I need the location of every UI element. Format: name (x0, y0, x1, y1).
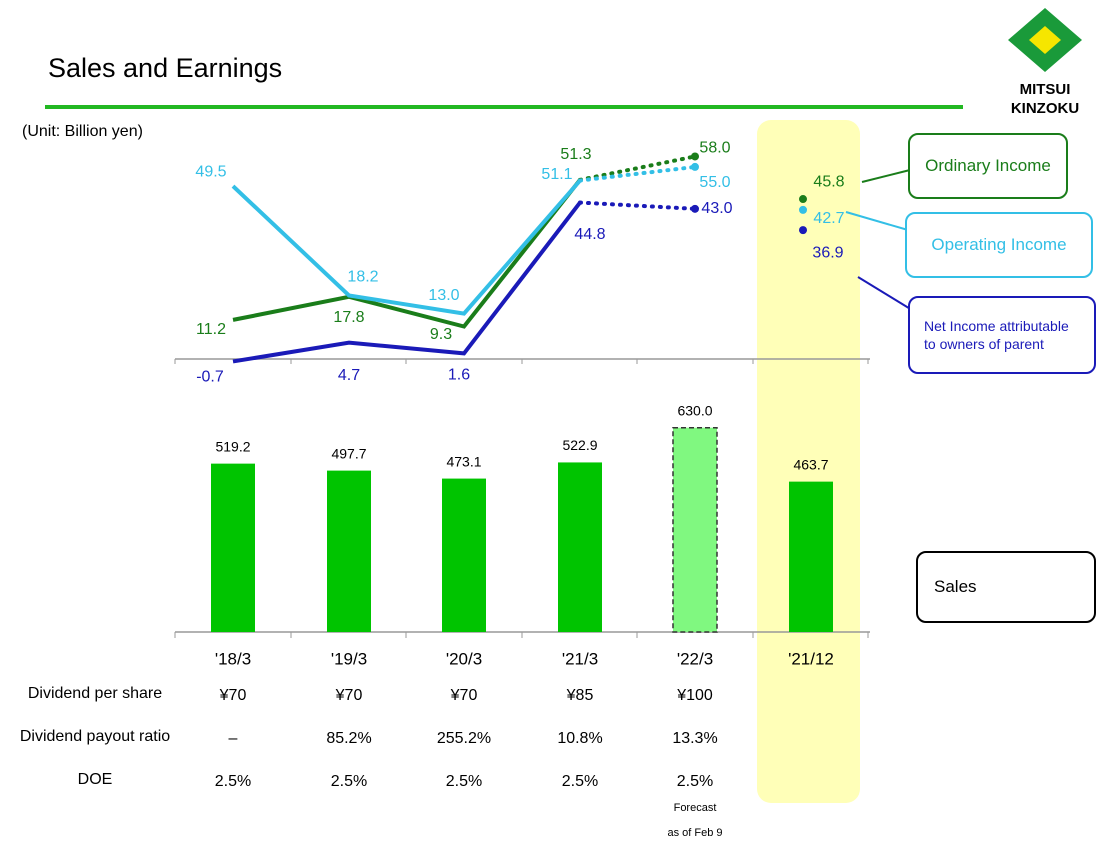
value-label: 4.7 (338, 367, 360, 384)
legend-sales: Sales (916, 551, 1096, 623)
value-label: 51.1 (541, 166, 572, 183)
table-cell: 10.8% (557, 730, 602, 747)
logo-text: KINZOKU (1011, 100, 1079, 117)
logo-inner (1029, 26, 1061, 54)
bar (442, 478, 486, 632)
value-label: -0.7 (196, 369, 224, 386)
table-cell: 2.5% (446, 773, 482, 790)
value-label: 55.0 (699, 174, 730, 191)
value-label: 519.2 (215, 438, 250, 454)
value-label: 44.8 (574, 226, 605, 243)
value-label: 497.7 (331, 445, 366, 461)
value-label: 51.3 (560, 146, 591, 163)
callout-pointer (861, 169, 911, 183)
logo-text: MITSUI (1020, 81, 1071, 98)
series-line (232, 201, 582, 364)
callout-pointer (845, 211, 909, 231)
title-rule (45, 105, 963, 109)
table-cell: ¥70 (219, 687, 247, 704)
value-label: 522.9 (562, 437, 597, 453)
table-cell: ¥70 (450, 687, 478, 704)
x-tick-label: '21/3 (562, 649, 598, 668)
value-label: 45.8 (813, 173, 844, 190)
row-label: DOE (78, 771, 113, 788)
table-cell: 255.2% (437, 730, 491, 747)
value-label: 11.2 (196, 321, 226, 338)
value-label: 42.7 (813, 210, 844, 227)
forecast-line (578, 164, 697, 183)
note: Forecast (674, 802, 717, 814)
table-cell: 85.2% (326, 730, 371, 747)
row-label: Dividend payout ratio (20, 728, 170, 745)
title: Sales and Earnings (48, 53, 282, 83)
bar (672, 426, 718, 633)
series-line (231, 179, 582, 316)
value-label: 473.1 (446, 453, 481, 469)
unit: (Unit: Billion yen) (22, 123, 143, 140)
value-label: 9.3 (430, 326, 452, 343)
table-cell: – (229, 730, 238, 747)
bar (327, 470, 371, 632)
note: as of Feb 9 (667, 827, 722, 839)
legend-ordinary: Ordinary Income (908, 133, 1068, 199)
x-tick-label: '22/3 (677, 649, 713, 668)
value-label: 18.2 (347, 269, 378, 286)
bar (558, 462, 602, 632)
forecast-line (578, 154, 697, 182)
forecast-line (578, 200, 697, 211)
row-label: Dividend per share (28, 685, 162, 702)
table-cell: 13.3% (672, 730, 717, 747)
table-cell: 2.5% (677, 773, 713, 790)
value-label: 58.0 (699, 140, 730, 157)
table-cell: 2.5% (331, 773, 367, 790)
point (799, 205, 807, 214)
legend-operating: Operating Income (905, 212, 1093, 278)
point (691, 152, 699, 161)
bar (789, 481, 833, 632)
value-label: 1.6 (448, 367, 470, 384)
series-line (232, 178, 582, 329)
value-label: 36.9 (812, 244, 843, 261)
table-cell: ¥70 (335, 687, 363, 704)
x-tick-label: '19/3 (331, 649, 367, 668)
value-label: 630.0 (677, 402, 712, 418)
x-tick-label: '18/3 (215, 649, 251, 668)
value-label: 43.0 (701, 200, 732, 217)
table-cell: ¥85 (566, 687, 594, 704)
table-cell: 2.5% (562, 773, 598, 790)
point (799, 195, 807, 204)
value-label: 17.8 (333, 309, 364, 326)
value-label: 13.0 (428, 287, 459, 304)
legend-net: Net Income attributable to owners of par… (908, 296, 1096, 374)
value-label: 49.5 (195, 163, 226, 180)
point (691, 204, 699, 213)
point (799, 226, 807, 235)
point (691, 162, 699, 171)
table-cell: 2.5% (215, 773, 251, 790)
callout-pointer (857, 276, 913, 311)
x-tick-label: '20/3 (446, 649, 482, 668)
value-label: 463.7 (793, 456, 828, 472)
bar (211, 463, 255, 632)
table-cell: ¥100 (676, 687, 713, 704)
x-tick-label: '21/12 (788, 649, 834, 668)
